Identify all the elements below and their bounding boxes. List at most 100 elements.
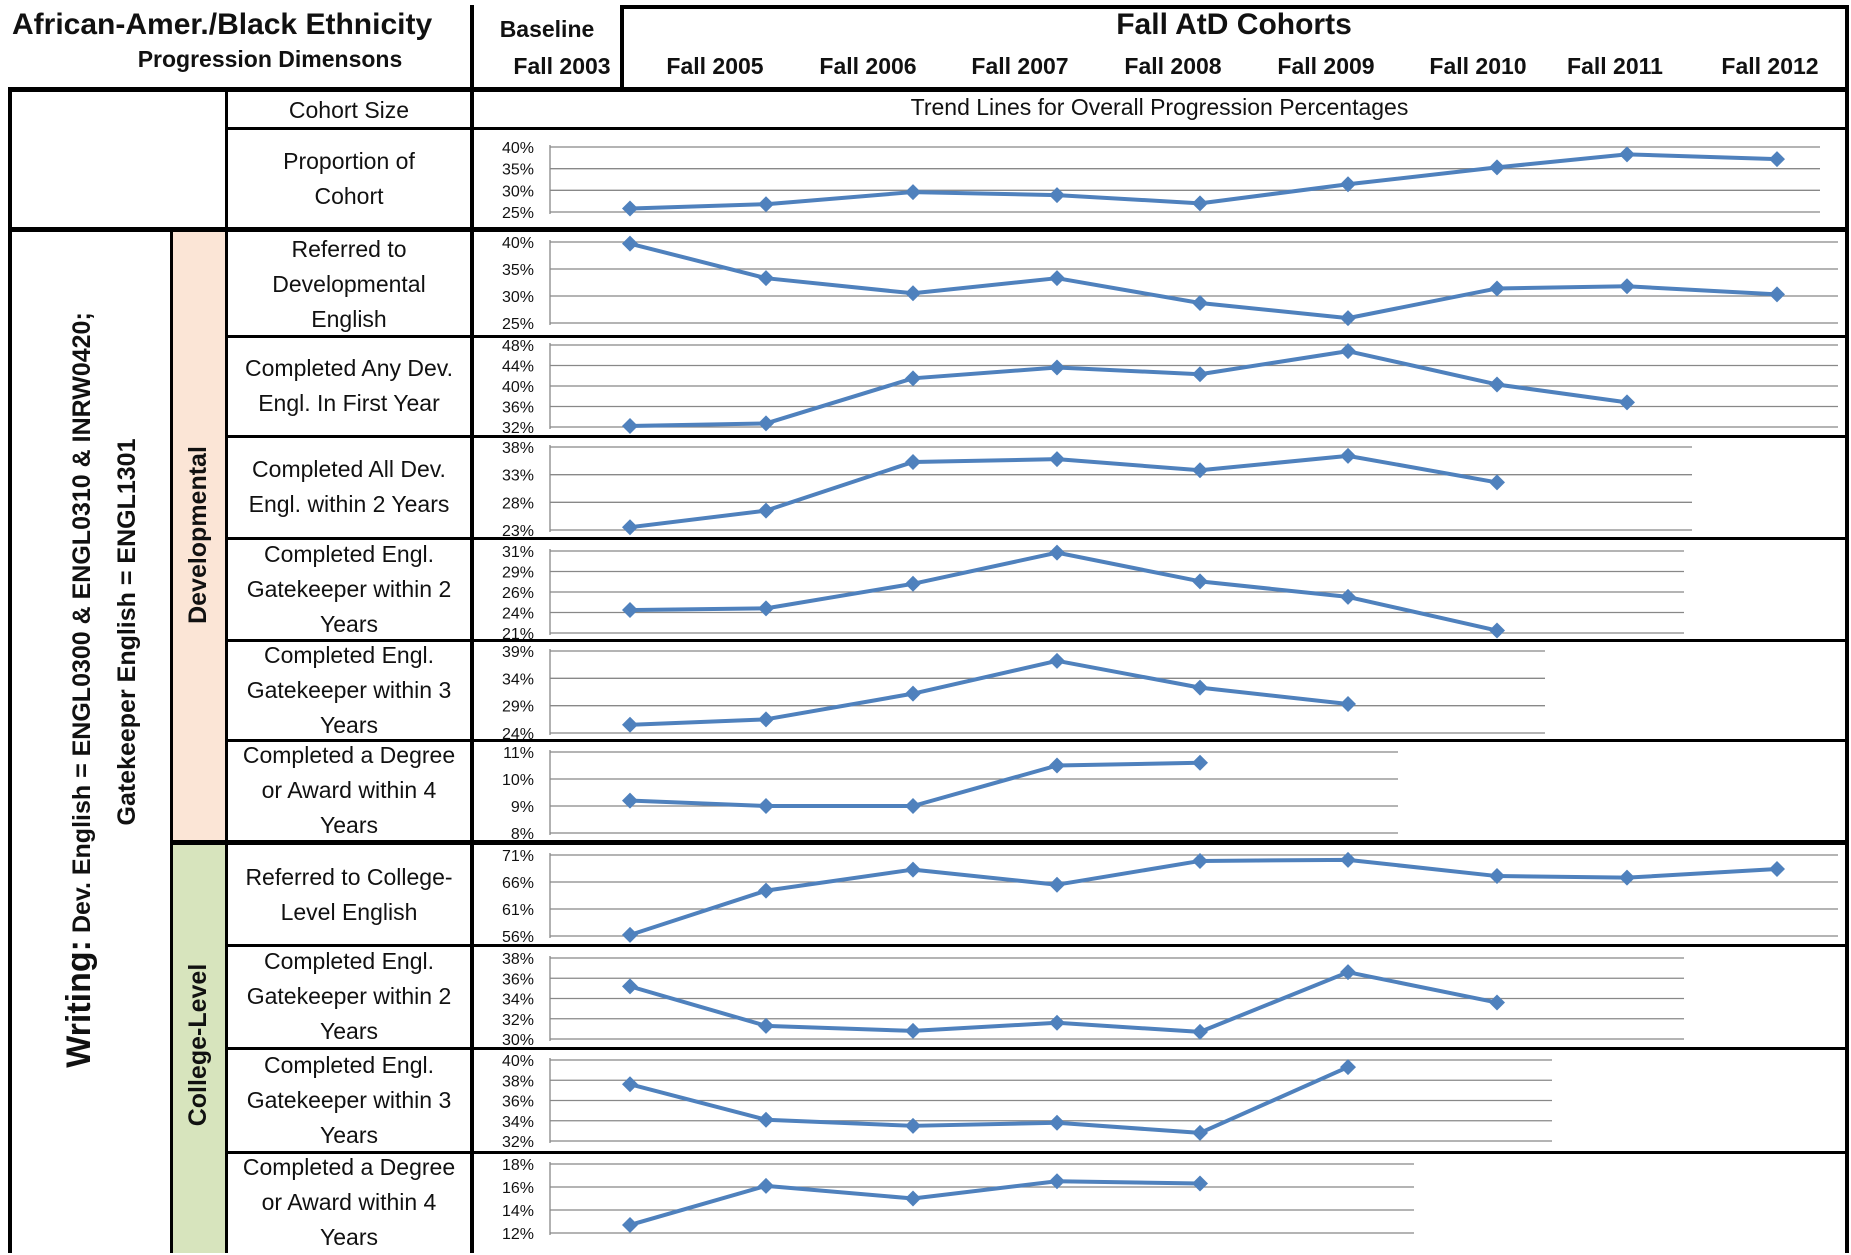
row-label-line: Years bbox=[320, 1224, 378, 1250]
row-label-line: Completed Engl. bbox=[263, 641, 435, 668]
data-point bbox=[905, 798, 921, 814]
y-tick-label: 32% bbox=[502, 1134, 534, 1151]
data-point bbox=[1489, 622, 1505, 639]
data-point bbox=[1049, 187, 1065, 204]
data-point bbox=[1619, 146, 1635, 163]
cohort-label: Fall 2009 bbox=[1277, 53, 1375, 79]
data-point bbox=[1049, 544, 1065, 561]
y-tick-label: 48% bbox=[502, 338, 534, 355]
proportion-of-cohort-label: Proportion of Cohort bbox=[283, 147, 415, 209]
data-point bbox=[758, 882, 774, 899]
y-tick-label: 32% bbox=[502, 420, 534, 437]
y-tick-label: 24% bbox=[502, 606, 534, 623]
line-chart: 25% 30% 35% 40% bbox=[502, 140, 1820, 222]
data-point bbox=[758, 1111, 774, 1128]
y-tick-label: 32% bbox=[502, 1012, 534, 1029]
row-label: Referred to Developmental English bbox=[228, 232, 470, 336]
y-tick-label: 34% bbox=[502, 671, 534, 688]
y-tick-label: 40% bbox=[502, 1053, 534, 1070]
cohort-label: Fall 2011 bbox=[1567, 53, 1663, 79]
y-tick-label: 16% bbox=[502, 1180, 534, 1197]
y-tick-label: 26% bbox=[502, 585, 534, 602]
data-point bbox=[622, 716, 638, 733]
row-label: Referred to College- Level English bbox=[228, 845, 470, 945]
data-point bbox=[622, 602, 638, 619]
y-tick-label: 29% bbox=[502, 565, 534, 582]
row-label: Completed Engl. Gatekeeper within 3 Years bbox=[228, 640, 470, 740]
y-tick-label: 25% bbox=[502, 205, 534, 222]
data-point bbox=[622, 417, 638, 434]
row-label-line: Referred to College- bbox=[245, 864, 453, 890]
data-point bbox=[1340, 1059, 1356, 1076]
y-tick-label: 12% bbox=[502, 1226, 534, 1243]
data-point bbox=[758, 798, 774, 814]
data-point bbox=[1049, 876, 1065, 893]
cohort-label: Fall 2010 bbox=[1429, 53, 1527, 79]
data-point bbox=[1192, 679, 1208, 696]
row-label-line: Gatekeeper within 3 bbox=[246, 676, 452, 703]
cohort-label: Fall 2012 bbox=[1721, 53, 1819, 79]
y-tick-label: 23% bbox=[502, 523, 534, 540]
data-point bbox=[622, 792, 638, 809]
trend-caption: Trend Lines for Overall Progression Perc… bbox=[910, 94, 1409, 120]
y-tick-label: 21% bbox=[502, 626, 534, 643]
data-point bbox=[1489, 994, 1505, 1011]
y-tick-label: 71% bbox=[502, 848, 534, 865]
data-point bbox=[1769, 151, 1785, 168]
data-point bbox=[1192, 1023, 1208, 1040]
data-point bbox=[758, 196, 774, 213]
line-chart: 23% 28% 33% 38% bbox=[502, 440, 1692, 540]
row-label-line: Level English bbox=[280, 899, 418, 925]
data-point bbox=[622, 978, 638, 995]
line-chart: 32% 34% 36% 38% 40% bbox=[502, 1053, 1552, 1151]
data-point bbox=[1192, 573, 1208, 590]
line-chart: 8% 9% 10% 11% bbox=[502, 745, 1398, 843]
y-tick-label: 40% bbox=[502, 379, 534, 396]
y-tick-label: 8% bbox=[511, 826, 534, 843]
data-point bbox=[1192, 295, 1208, 312]
data-point bbox=[622, 519, 638, 536]
y-tick-label: 11% bbox=[503, 745, 534, 762]
y-tick-label: 36% bbox=[502, 1094, 534, 1111]
y-tick-label: 24% bbox=[502, 726, 534, 743]
y-tick-label: 10% bbox=[502, 772, 534, 789]
college-level-band bbox=[173, 845, 225, 1253]
data-point bbox=[1192, 195, 1208, 212]
y-tick-label: 31% bbox=[502, 544, 534, 561]
row-label-line: Years bbox=[320, 811, 378, 838]
data-point bbox=[1049, 757, 1065, 774]
y-tick-label: 66% bbox=[502, 875, 534, 892]
series-line bbox=[629, 349, 1628, 428]
data-point bbox=[905, 1022, 921, 1039]
data-point bbox=[1619, 394, 1635, 411]
row-label-line: Referred to bbox=[291, 235, 407, 262]
row-label: Completed a Degree or Award within 4 Years bbox=[228, 1152, 470, 1253]
data-point bbox=[905, 453, 921, 470]
data-point bbox=[1049, 652, 1065, 669]
row-label: Completed Any Dev. Engl. In First Year bbox=[228, 336, 470, 436]
cohort-size-label: Cohort Size bbox=[288, 96, 410, 123]
y-tick-label: 61% bbox=[502, 902, 534, 919]
data-point bbox=[1489, 474, 1505, 491]
series-line bbox=[629, 760, 1201, 808]
data-point bbox=[905, 370, 921, 387]
line-chart: 12% 14% 16% 18% bbox=[502, 1157, 1414, 1243]
line-chart: 21% 24% 26% 29% 31% bbox=[502, 544, 1684, 643]
data-point bbox=[1340, 588, 1356, 605]
data-point bbox=[1340, 310, 1356, 327]
row-label-line: Years bbox=[320, 1018, 378, 1044]
cohort-label: Fall 2007 bbox=[971, 53, 1069, 79]
data-point bbox=[622, 1216, 638, 1233]
y-tick-label: 38% bbox=[502, 1073, 534, 1090]
data-point bbox=[905, 184, 921, 201]
row-label-line: or Award within 4 bbox=[261, 1189, 437, 1215]
data-point bbox=[1192, 754, 1208, 771]
line-chart: 24% 29% 34% 39% bbox=[502, 644, 1545, 743]
y-tick-label: 18% bbox=[502, 1157, 534, 1174]
y-tick-label: 30% bbox=[502, 1032, 534, 1049]
y-tick-label: 33% bbox=[502, 468, 534, 485]
data-point bbox=[1619, 869, 1635, 886]
data-point bbox=[1192, 1175, 1208, 1192]
row-label-line: Completed Any Dev. bbox=[245, 355, 453, 381]
